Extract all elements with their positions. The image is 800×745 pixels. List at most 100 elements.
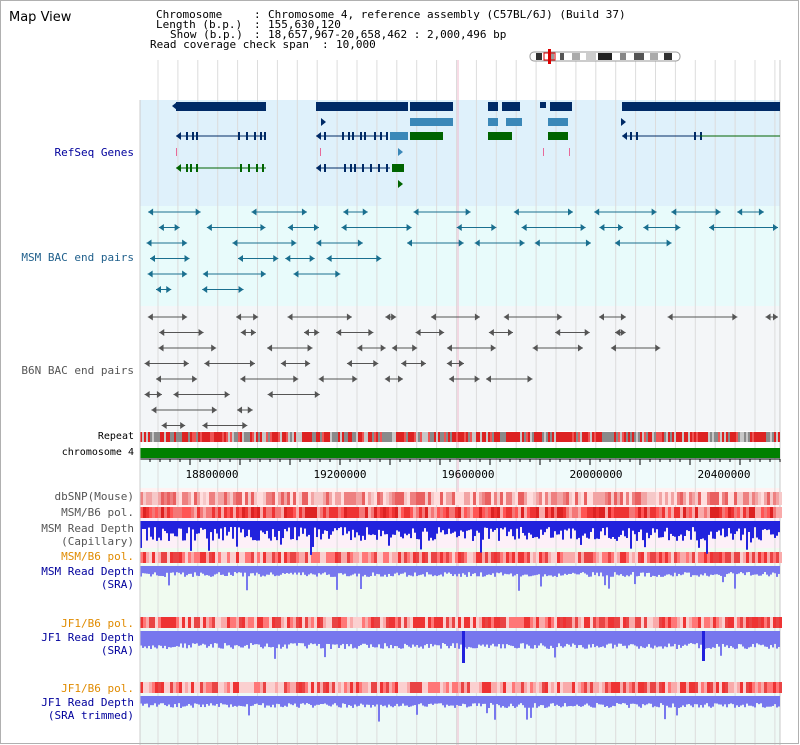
depth-bar xyxy=(212,696,214,706)
heat-cell xyxy=(152,492,155,505)
track-label-chromosome[interactable]: chromosome 4 xyxy=(61,447,134,458)
heat-cell xyxy=(266,552,269,563)
heat-cell xyxy=(602,507,605,518)
track-label-msm-depth-sra-1[interactable]: MSM Read Depth xyxy=(41,565,134,578)
bac-end-marker xyxy=(267,344,273,352)
track-label-refseq-genes[interactable]: RefSeq Genes xyxy=(54,146,134,159)
heat-cell xyxy=(485,492,488,505)
bac-end-pair xyxy=(643,224,681,231)
depth-spike xyxy=(462,631,465,663)
track-label-jf1-b6-pol-1[interactable]: JF1/B6 pol. xyxy=(61,617,134,630)
heat-cell xyxy=(440,552,443,563)
heat-cell xyxy=(320,552,323,563)
heat-cell xyxy=(779,552,782,563)
repeat-segment xyxy=(678,432,680,442)
heat-cell xyxy=(761,617,764,628)
heat-cell xyxy=(590,552,593,563)
heat-cell xyxy=(581,552,584,563)
depth-bar xyxy=(600,696,602,705)
bac-end-marker xyxy=(715,208,721,216)
track-label-msm-b6-pol-1[interactable]: MSM/B6 pol. xyxy=(61,506,134,519)
track-label-jf1-depth-trim-1[interactable]: JF1 Read Depth xyxy=(41,696,134,709)
depth-bar xyxy=(358,521,360,536)
depth-bar xyxy=(414,696,416,706)
depth-bar xyxy=(330,631,332,649)
msm-capillary-depth-track xyxy=(140,521,780,555)
heat-cell xyxy=(641,492,644,505)
depth-bar xyxy=(490,566,492,575)
track-label-msm-depth-cap-1[interactable]: MSM Read Depth xyxy=(41,522,134,535)
bac-end-marker xyxy=(192,375,198,383)
heat-cell xyxy=(704,507,707,518)
bac-end-pair xyxy=(709,224,778,231)
depth-bar xyxy=(294,696,296,704)
bac-end-marker xyxy=(406,239,412,247)
depth-bar xyxy=(500,521,502,529)
track-label-dbsnp[interactable]: dbSNP(Mouse) xyxy=(54,490,134,503)
msm-sra-depth-track xyxy=(140,566,780,591)
repeat-segment xyxy=(494,432,496,442)
depth-bar xyxy=(270,521,272,541)
depth-bar xyxy=(632,521,634,531)
heat-cell xyxy=(701,682,704,693)
depth-bar xyxy=(478,566,480,577)
bac-end-marker xyxy=(491,224,497,231)
depth-bar xyxy=(332,566,334,577)
gene-strand-arrow xyxy=(321,118,326,126)
depth-bar xyxy=(398,631,400,648)
heat-cell xyxy=(254,507,257,518)
depth-bar xyxy=(748,696,750,706)
position-axis: 18800000 19200000 19600000 20000000 20400000 xyxy=(139,458,781,481)
bac-end-marker xyxy=(376,255,382,262)
depth-bar xyxy=(320,521,322,540)
heat-cell xyxy=(644,507,647,518)
heat-cell xyxy=(344,617,347,628)
track-label-jf1-depth-sra-1[interactable]: JF1 Read Depth xyxy=(41,631,134,644)
repeat-segment xyxy=(488,432,490,442)
track-label-jf1-b6-pol-2[interactable]: JF1/B6 pol. xyxy=(61,682,134,695)
depth-bar xyxy=(614,696,616,707)
msm-bac-track-bg xyxy=(140,206,780,306)
depth-bar xyxy=(624,696,626,704)
depth-bar xyxy=(538,521,540,539)
depth-bar xyxy=(722,566,724,583)
heat-cell xyxy=(314,682,317,693)
heat-cell xyxy=(752,492,755,505)
track-label-msm-b6-pol-2[interactable]: MSM/B6 pol. xyxy=(61,550,134,563)
heat-cell xyxy=(230,617,233,628)
depth-bar xyxy=(148,566,150,574)
repeat-segment xyxy=(272,432,274,442)
heat-cell xyxy=(518,617,521,628)
gene-exon xyxy=(386,164,388,172)
track-label-b6n-bac[interactable]: B6N BAC end pairs xyxy=(21,364,134,377)
repeat-segment xyxy=(570,432,572,442)
depth-bar xyxy=(288,696,290,704)
heat-cell xyxy=(698,507,701,518)
show-value: 18,657,967-20,658,462 : 2,000,496 bp xyxy=(268,28,507,41)
depth-bar xyxy=(414,521,416,533)
heat-cell xyxy=(554,492,557,505)
heat-cell xyxy=(653,507,656,518)
depth-bar xyxy=(166,521,168,534)
heat-cell xyxy=(281,552,284,563)
depth-bar xyxy=(678,631,680,645)
track-label-repeat[interactable]: Repeat xyxy=(97,431,134,442)
heat-cell xyxy=(707,507,710,518)
bac-end-marker xyxy=(240,329,246,336)
heat-cell xyxy=(284,492,287,505)
depth-bar xyxy=(528,566,530,577)
depth-bar xyxy=(724,521,726,538)
heat-cell xyxy=(266,682,269,693)
depth-bar xyxy=(276,521,278,541)
depth-bar xyxy=(566,631,568,644)
depth-bar xyxy=(734,631,736,649)
heat-cell xyxy=(278,617,281,628)
track-label-msm-bac[interactable]: MSM BAC end pairs xyxy=(21,251,134,264)
heat-cell xyxy=(569,682,572,693)
depth-bar xyxy=(638,696,640,707)
depth-bar xyxy=(140,566,142,577)
depth-bar xyxy=(464,696,466,705)
heat-cell xyxy=(626,492,629,505)
heat-cell xyxy=(392,617,395,628)
